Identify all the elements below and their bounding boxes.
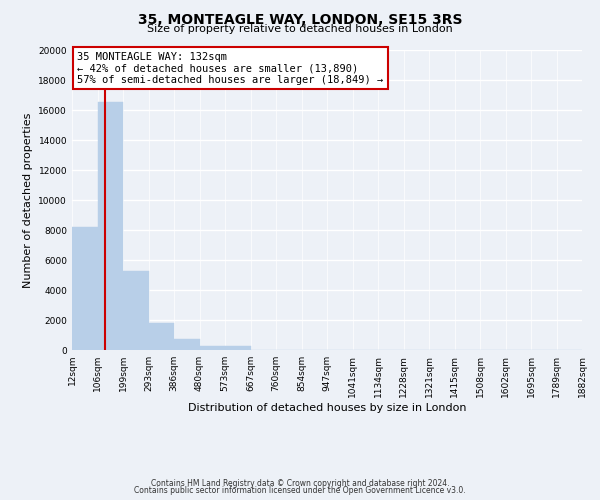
Y-axis label: Number of detached properties: Number of detached properties	[23, 112, 33, 288]
Bar	[199, 346, 225, 350]
Bar	[174, 339, 199, 350]
Bar	[149, 323, 174, 350]
Text: Contains HM Land Registry data © Crown copyright and database right 2024.: Contains HM Land Registry data © Crown c…	[151, 478, 449, 488]
Bar	[123, 270, 149, 350]
Bar	[225, 346, 251, 350]
Text: Size of property relative to detached houses in London: Size of property relative to detached ho…	[147, 24, 453, 34]
Text: 35, MONTEAGLE WAY, LONDON, SE15 3RS: 35, MONTEAGLE WAY, LONDON, SE15 3RS	[138, 12, 462, 26]
Text: 35 MONTEAGLE WAY: 132sqm
← 42% of detached houses are smaller (13,890)
57% of se: 35 MONTEAGLE WAY: 132sqm ← 42% of detach…	[77, 52, 383, 84]
Bar	[97, 102, 123, 350]
Bar	[72, 227, 97, 350]
X-axis label: Distribution of detached houses by size in London: Distribution of detached houses by size …	[188, 402, 466, 412]
Text: Contains public sector information licensed under the Open Government Licence v3: Contains public sector information licen…	[134, 486, 466, 495]
